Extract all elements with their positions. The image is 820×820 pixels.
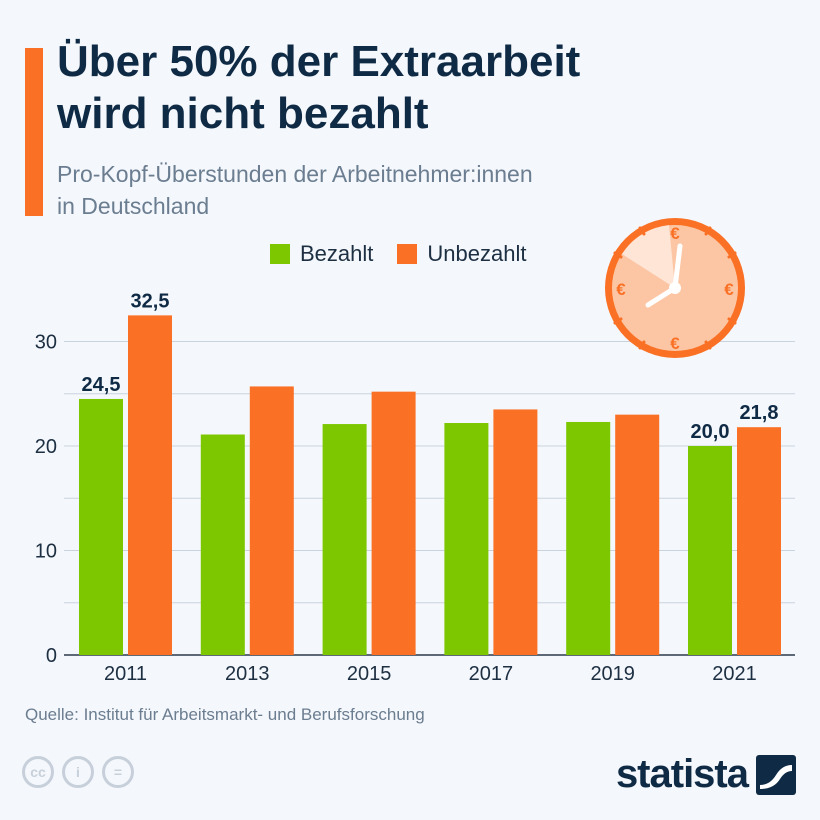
chart-title: Über 50% der Extraarbeit wird nicht beza…	[57, 36, 797, 140]
clock-euro-signs: € € € €	[616, 224, 734, 353]
statista-logo[interactable]: statista	[616, 752, 796, 797]
license-icons: cc i =	[22, 756, 142, 788]
chart-subtitle: Pro-Kopf-Überstunden der Arbeitnehmer:in…	[57, 158, 757, 222]
x-tick-label: 2011	[104, 663, 147, 685]
clock-highlight	[622, 225, 675, 288]
attribution-icon[interactable]: i	[62, 756, 94, 788]
source-note: Quelle: Institut für Arbeitsmarkt- und B…	[25, 705, 425, 724]
bar-unpaid-2015	[371, 391, 416, 655]
data-label: 21,8	[740, 402, 779, 424]
y-tick-label: 0	[46, 645, 57, 667]
bars-layer	[79, 315, 781, 655]
y-tick-label: 30	[35, 332, 57, 354]
legend: Bezahlt Unbezahlt	[270, 240, 550, 268]
subtitle-line-1: Pro-Kopf-Überstunden der Arbeitnehmer:in…	[57, 161, 533, 187]
bar-unpaid-2019	[615, 414, 660, 655]
bar-paid-2011	[79, 398, 123, 655]
no-derivatives-icon[interactable]: =	[102, 756, 134, 788]
clock-minute-hand	[672, 243, 683, 291]
bar-paid-2017	[444, 423, 489, 655]
title-line-2: wird nicht bezahlt	[57, 89, 429, 138]
data-label: 32,5	[131, 290, 170, 312]
accent-bar	[25, 48, 43, 216]
x-tick-label: 2013	[225, 663, 270, 685]
clock-center	[669, 282, 681, 294]
legend-item-paid: Bezahlt	[270, 241, 373, 267]
y-tick-label: 20	[35, 436, 57, 458]
title-line-1: Über 50% der Extraarbeit	[57, 37, 581, 86]
statista-mark-icon	[756, 754, 796, 795]
clock-with-euro-signs-icon: € € € €	[605, 218, 745, 358]
data-label: 20,0	[691, 421, 730, 443]
subtitle-line-2: in Deutschland	[57, 193, 210, 219]
bar-paid-2019	[566, 421, 611, 655]
x-tick-label: 2015	[347, 663, 392, 685]
bar-paid-2021	[688, 446, 732, 655]
x-tick-label: 2017	[469, 663, 514, 685]
legend-swatch-unpaid	[397, 244, 418, 264]
data-label: 24,5	[82, 374, 121, 396]
legend-swatch-paid	[270, 244, 290, 264]
y-tick-label: 10	[35, 541, 57, 563]
labels-layer: 2011 2013 2015 2017 2019 2021 24,5 32,5 20,0 21,8	[82, 290, 779, 685]
svg-text:€: €	[670, 334, 680, 353]
x-tick-label: 2019	[590, 663, 635, 685]
clock-ticks	[613, 226, 737, 350]
bar-paid-2013	[200, 434, 245, 655]
svg-text:€: €	[724, 280, 734, 299]
bar-unpaid-2011	[128, 315, 172, 655]
bar-unpaid-2013	[249, 386, 294, 655]
bar-unpaid-2021	[737, 427, 781, 655]
legend-label-paid: Bezahlt	[300, 241, 374, 266]
legend-item-unpaid: Unbezahlt	[397, 241, 526, 267]
svg-text:€: €	[670, 224, 680, 243]
statista-wordmark: statista	[615, 752, 749, 796]
x-tick-label: 2021	[712, 663, 757, 685]
bar-unpaid-2017	[493, 409, 538, 655]
cc-icon[interactable]: cc	[22, 756, 54, 788]
legend-label-unpaid: Unbezahlt	[427, 241, 527, 266]
bar-paid-2015	[322, 424, 367, 655]
svg-text:€: €	[616, 280, 626, 299]
